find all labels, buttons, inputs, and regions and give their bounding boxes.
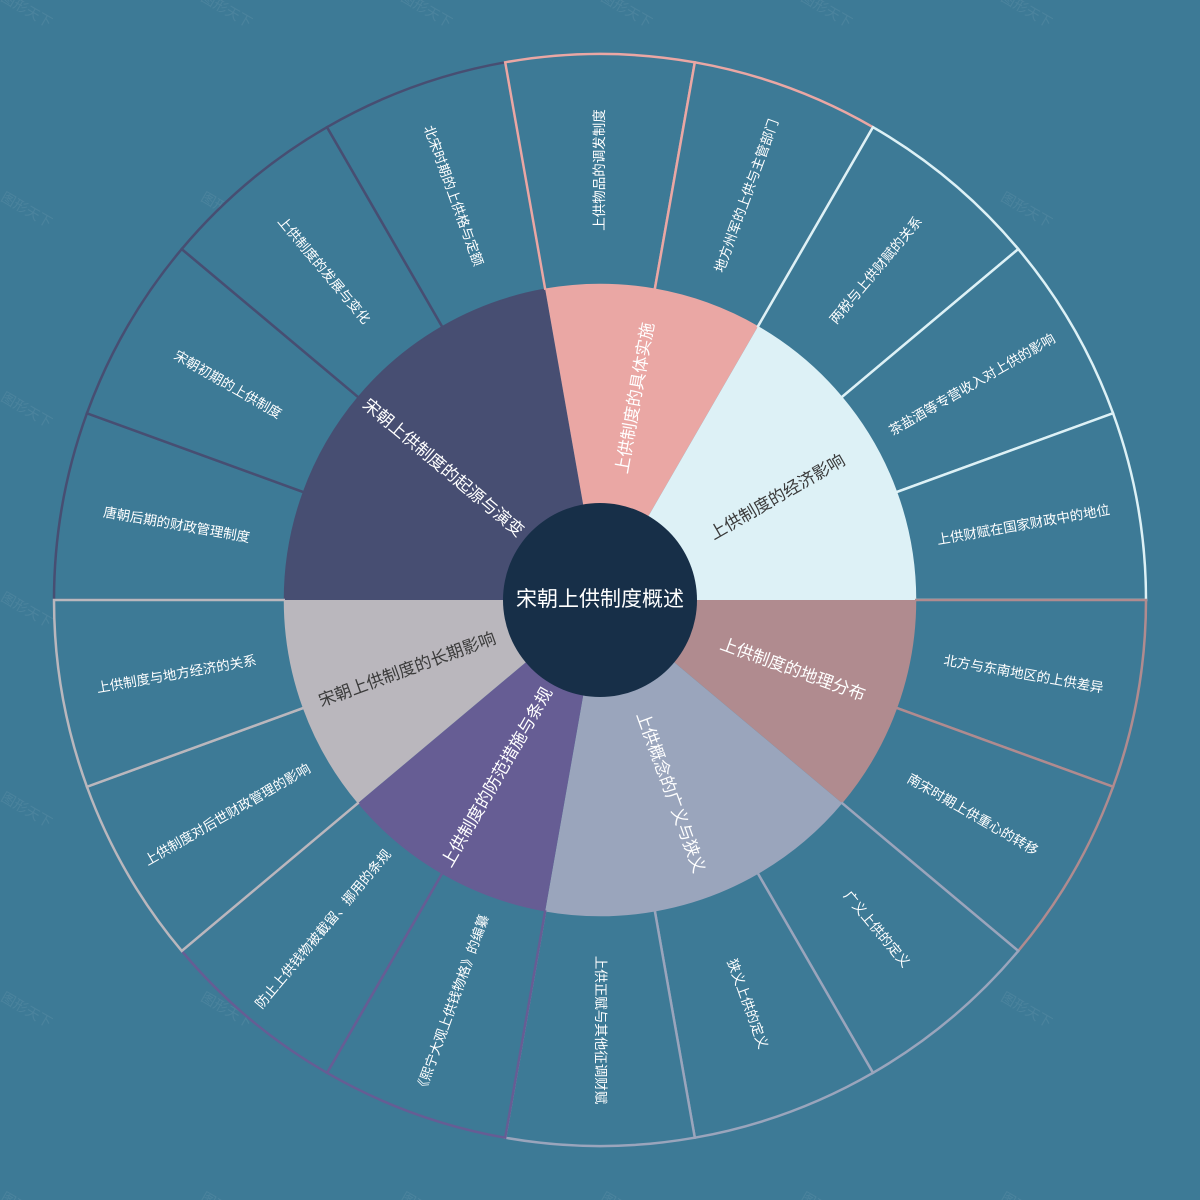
leaf-label: 上供物品的调发制度 bbox=[592, 109, 608, 231]
inner-ring: 宋朝上供制度的起源与演变 上供制度的具体实施上供制度的经济影响上供制度的地理分布上… bbox=[285, 284, 916, 915]
category-wedge[interactable] bbox=[285, 289, 600, 600]
watermark-text: 图形天下 bbox=[798, 1190, 854, 1200]
watermark-text: 图形天下 bbox=[0, 190, 54, 232]
category-wedge[interactable] bbox=[358, 600, 600, 911]
watermark-text: 图形天下 bbox=[998, 0, 1054, 31]
watermark-text: 图形天下 bbox=[0, 0, 54, 31]
watermark-text: 图形天下 bbox=[998, 990, 1054, 1032]
center-title: 宋朝上供制度概述 bbox=[516, 587, 684, 611]
center-circle[interactable] bbox=[503, 503, 697, 697]
leaf-label: 上供正赋与其他征调财赋 bbox=[592, 956, 608, 1105]
watermark-text: 图形天下 bbox=[0, 990, 54, 1032]
watermark-text: 图形天下 bbox=[598, 0, 654, 31]
category-wedge[interactable] bbox=[600, 327, 915, 600]
center-node[interactable]: 宋朝上供制度概述 bbox=[503, 503, 697, 697]
watermark-text: 图形天下 bbox=[798, 0, 854, 31]
outer-ring: 唐朝后期的财政管理制度宋朝初期的上供制度上供制度的发展与变化北宋时期的上供格与定… bbox=[52, 52, 1148, 1148]
watermark-text: 图形天下 bbox=[0, 590, 54, 632]
watermark-text: 图形天下 bbox=[998, 190, 1054, 232]
watermark-text: 图形天下 bbox=[598, 1190, 654, 1200]
watermark-text: 图形天下 bbox=[0, 790, 54, 832]
watermark-text: 图形天下 bbox=[998, 1190, 1054, 1200]
watermark-text: 图形天下 bbox=[198, 1190, 254, 1200]
watermark-text: 图形天下 bbox=[0, 390, 54, 432]
watermark-text: 图形天下 bbox=[198, 0, 254, 31]
watermark-text: 图形天下 bbox=[398, 0, 454, 31]
watermark-text: 图形天下 bbox=[398, 1190, 454, 1200]
watermark-text: 图形天下 bbox=[0, 1190, 54, 1200]
